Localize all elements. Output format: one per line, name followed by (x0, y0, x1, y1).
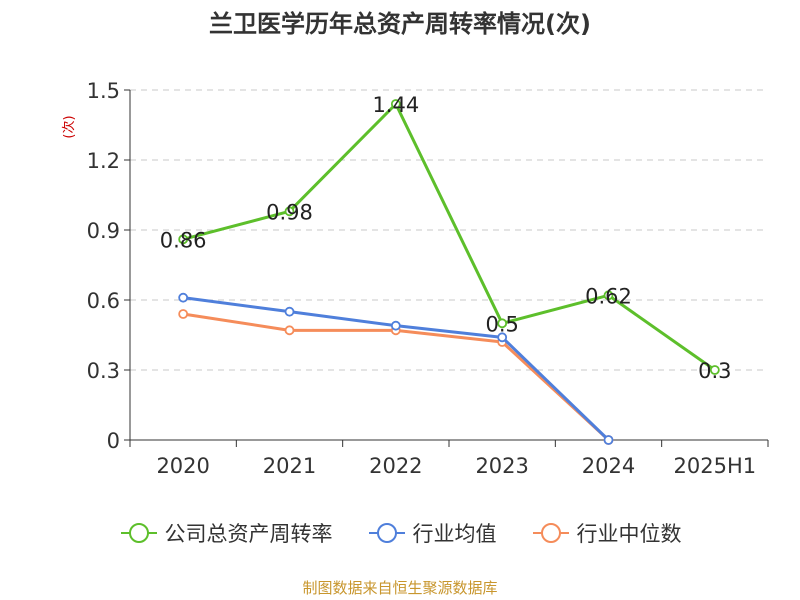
data-point (390, 99, 401, 109)
y-tick-label: 0.9 (87, 219, 120, 243)
legend-swatch-icon (532, 523, 569, 543)
data-point (497, 332, 508, 343)
data-labels: 0.86 0.98 1.44 0.5 0.62 0.3 (160, 93, 732, 383)
legend-item[interactable]: 行业中位数 (531, 518, 682, 548)
x-tick-label: 2021 (263, 454, 316, 478)
x-tick-label: 2022 (369, 454, 422, 478)
chart-title: 兰卫医学历年总资产周转率情况(次) (209, 10, 591, 38)
x-tick-label: 2023 (475, 454, 528, 478)
legend-swatch-icon (368, 523, 405, 543)
data-point (284, 325, 295, 336)
legend-item[interactable]: 行业均值 (367, 518, 497, 548)
legend: 公司总资产周转率 行业均值 行业中位数 (0, 518, 800, 548)
y-tick-label: 1.5 (87, 79, 120, 103)
data-label: 0.62 (585, 284, 632, 308)
data-point (284, 306, 295, 317)
axes: 0 0.3 0.6 0.9 1.2 1.5 2020 2021 2022 2023 2024 2025… (87, 79, 769, 478)
x-tick-label: 2025H1 (674, 454, 757, 478)
data-label: 1.44 (372, 93, 419, 117)
source-note: 制图数据来自恒生聚源数据库 (302, 579, 498, 597)
legend-label: 公司总资产周转率 (164, 522, 333, 546)
y-tick-label: 0 (107, 429, 120, 453)
data-point (178, 292, 189, 303)
data-point (709, 365, 720, 375)
legend-swatch-icon (120, 523, 157, 543)
gridlines (130, 89, 768, 371)
y-tick-label: 0.3 (87, 359, 120, 383)
data-point (603, 290, 614, 301)
data-point (178, 234, 189, 245)
series-line (182, 102, 716, 372)
series-layer (178, 99, 720, 445)
data-label: 0.5 (485, 312, 518, 336)
data-point (284, 206, 295, 217)
data-point (497, 318, 508, 329)
legend-label: 行业均值 (412, 522, 497, 546)
data-label: 0.3 (698, 359, 731, 383)
series-line (182, 296, 610, 442)
data-label: 0.86 (160, 228, 207, 252)
data-point (178, 309, 189, 319)
y-tick-label: 1.2 (87, 149, 120, 173)
y-tick-label: 0.6 (87, 289, 120, 313)
data-point (603, 435, 614, 445)
legend-item[interactable]: 公司总资产周转率 (119, 518, 333, 548)
legend-label: 行业中位数 (576, 522, 682, 546)
x-tick-label: 2020 (156, 454, 209, 478)
x-tick-label: 2024 (582, 454, 635, 478)
data-label: 0.98 (266, 200, 313, 224)
data-point (390, 320, 401, 331)
